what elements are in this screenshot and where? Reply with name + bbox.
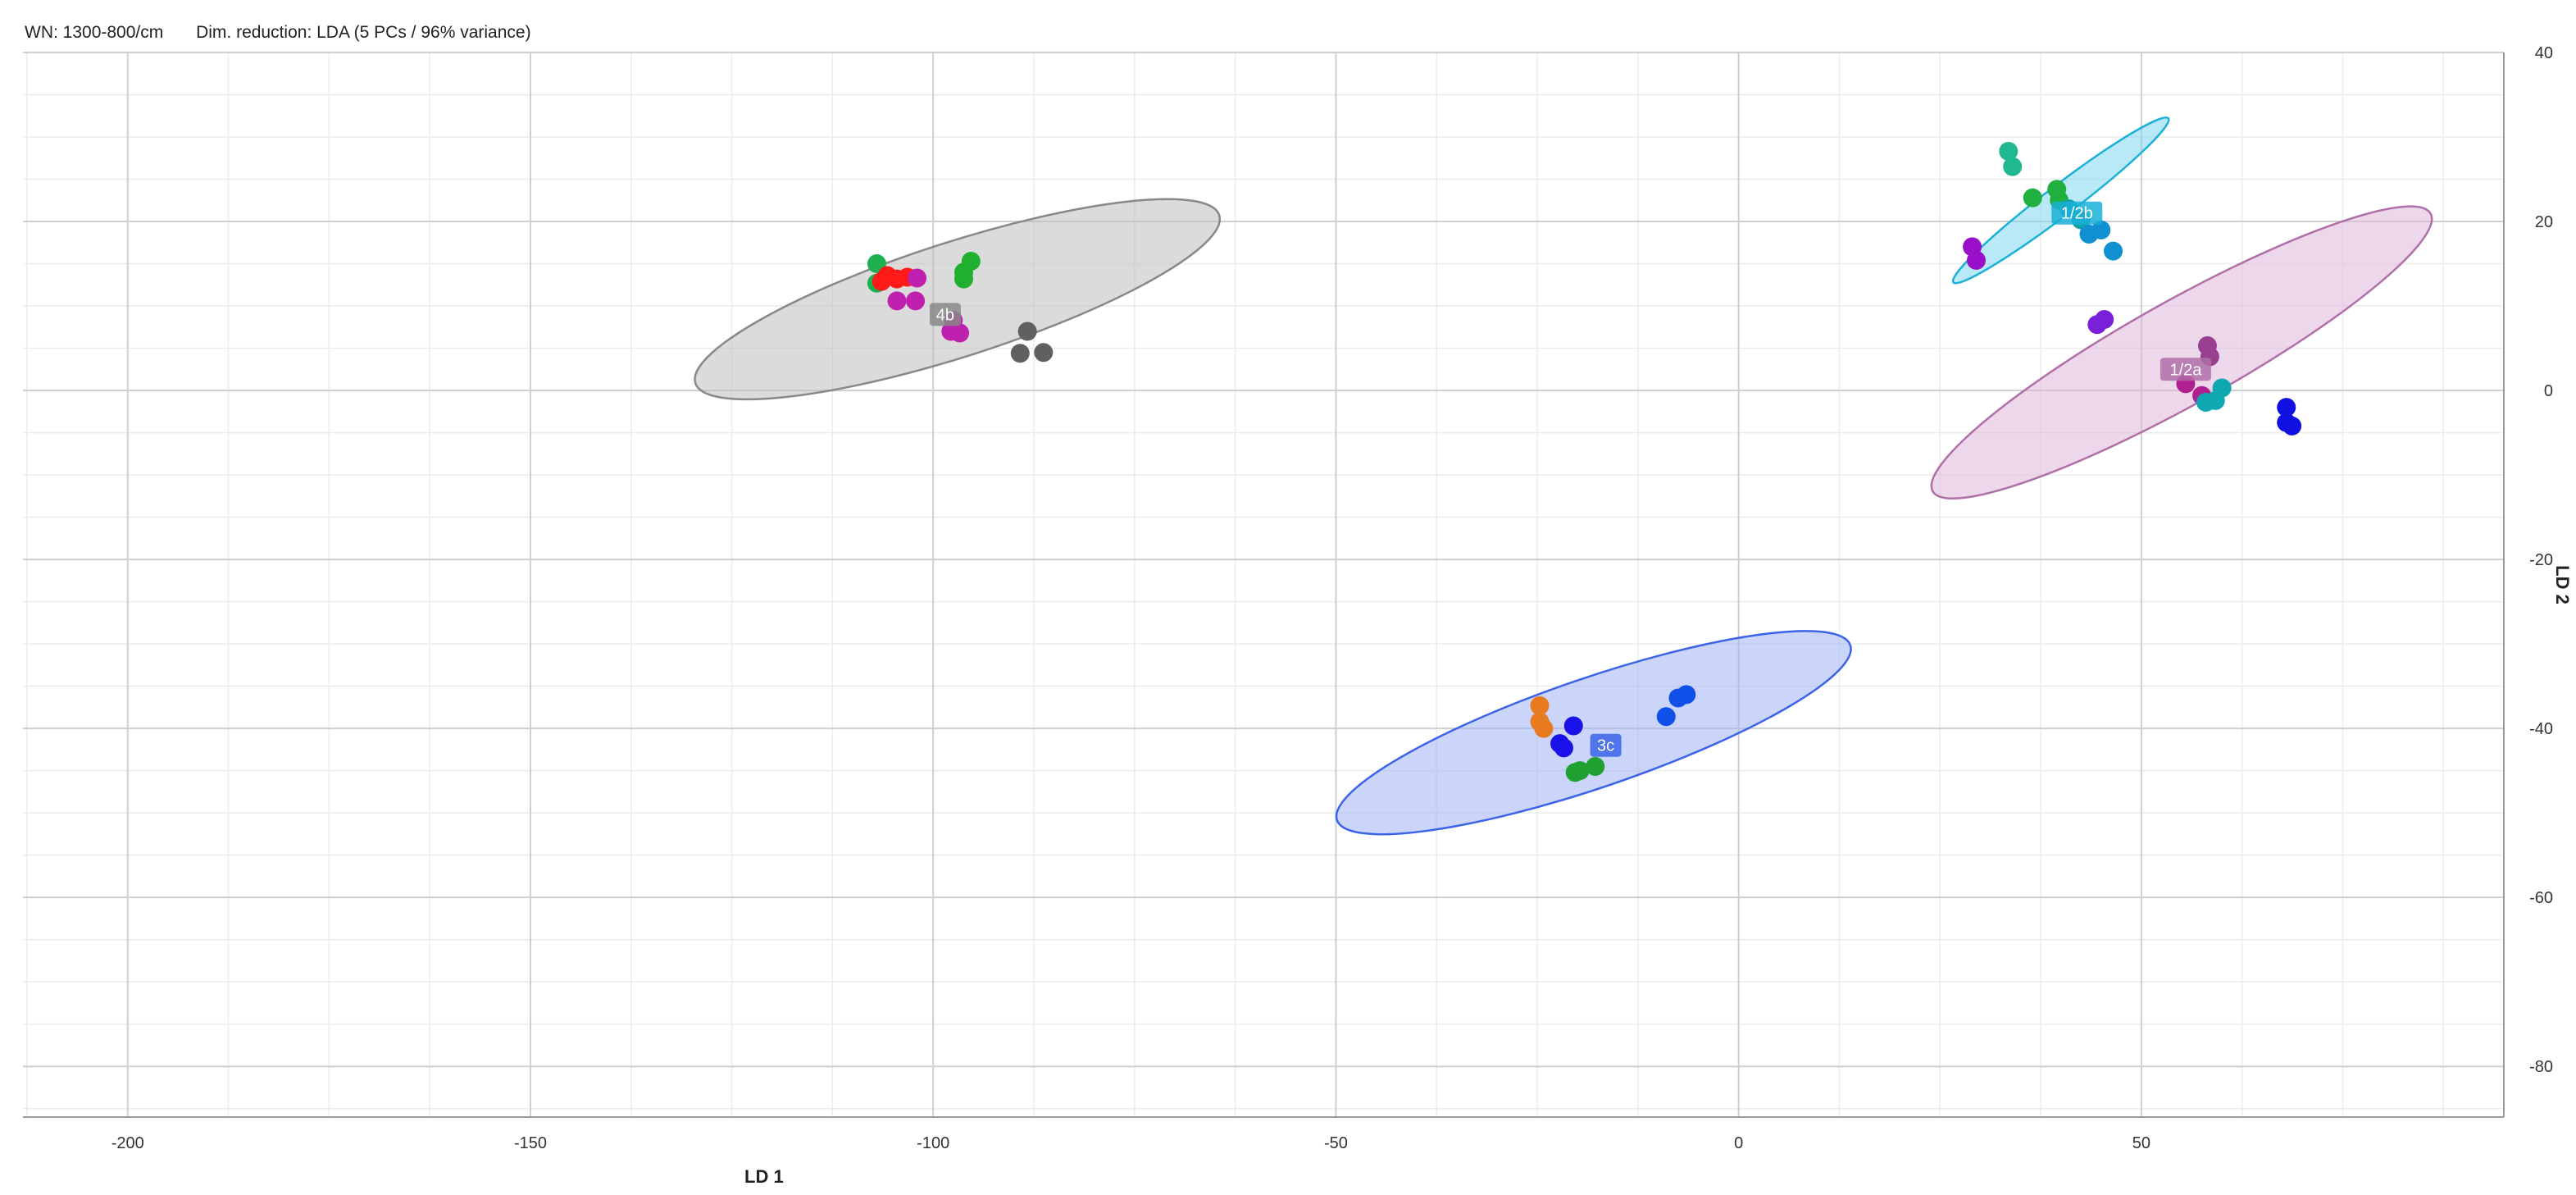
cluster-ellipses: [694, 116, 2433, 836]
data-point[interactable]: [1534, 718, 1554, 738]
cluster-ellipse-4b: [694, 198, 1222, 401]
data-point[interactable]: [1010, 344, 1030, 363]
data-point[interactable]: [954, 269, 974, 289]
data-point[interactable]: [2091, 220, 2111, 239]
data-point[interactable]: [1656, 707, 1676, 727]
y-tick-label: 0: [2544, 382, 2553, 400]
cluster-label-4b: 4b: [929, 303, 961, 326]
data-point[interactable]: [961, 251, 981, 271]
data-point[interactable]: [2095, 310, 2114, 330]
cluster-ellipse-3c: [1335, 630, 1852, 836]
x-axis-title: LD 1: [744, 1166, 784, 1187]
data-point[interactable]: [1677, 685, 1696, 705]
data-point[interactable]: [1034, 343, 1054, 363]
data-point[interactable]: [1586, 756, 1605, 776]
y-axis-title: LD 2: [2552, 565, 2573, 604]
x-tick-label: -50: [1324, 1134, 1348, 1152]
data-point[interactable]: [2023, 188, 2042, 208]
data-point[interactable]: [2104, 241, 2123, 261]
cluster-label-3c: 3c: [1590, 733, 1622, 757]
x-tick-label: 0: [1734, 1134, 1743, 1152]
data-point[interactable]: [950, 323, 970, 343]
x-tick-label: -200: [112, 1134, 144, 1152]
axes: [23, 52, 2505, 1118]
chart-header: WN: 1300-800/cm Dim. reduction: LDA (5 P…: [25, 23, 559, 43]
cluster-label-box: [2160, 358, 2211, 381]
cluster-label-1-2b: 1/2b: [2051, 201, 2103, 225]
tick-labels: -200 -150 -100 -50 0 50 40 20 0 -20 -40 -60 -80: [112, 44, 2553, 1152]
minor-grid: [23, 52, 2504, 1117]
data-point[interactable]: [1565, 763, 1585, 782]
data-point[interactable]: [2282, 416, 2302, 436]
data-point[interactable]: [1563, 716, 1583, 736]
y-tick-label: -80: [2529, 1058, 2553, 1076]
y-tick-label: 40: [2535, 44, 2553, 62]
major-grid: [23, 52, 2504, 1117]
x-tick-label: -150: [514, 1134, 547, 1152]
y-tick-label: -40: [2529, 720, 2553, 738]
data-point[interactable]: [887, 291, 907, 311]
data-point[interactable]: [2277, 398, 2296, 417]
cluster-label-text: 4b: [936, 306, 954, 324]
data-point[interactable]: [1530, 696, 1550, 715]
data-point[interactable]: [1966, 250, 1986, 270]
cluster-label-text: 1/2b: [2061, 205, 2093, 223]
x-tick-label: 50: [2132, 1134, 2150, 1152]
cluster-label-1-2a: 1/2a: [2160, 358, 2211, 381]
y-tick-label: -20: [2529, 551, 2553, 569]
dim-reduction-label: Dim. reduction: LDA (5 PCs / 96% varianc…: [196, 23, 531, 42]
data-point[interactable]: [1017, 322, 1037, 341]
data-point[interactable]: [2212, 378, 2232, 398]
x-tick-label: -100: [917, 1134, 949, 1152]
data-point[interactable]: [1999, 142, 2018, 162]
data-point[interactable]: [872, 271, 891, 291]
cluster-label-box: [2051, 201, 2103, 225]
cluster-label-text: 3c: [1597, 737, 1614, 755]
cluster-labels: 4b 1/2b 1/2a 3c: [929, 201, 2211, 757]
data-point[interactable]: [908, 268, 927, 288]
cluster-ellipse-1-2a: [1930, 205, 2433, 500]
y-tick-label: -60: [2529, 889, 2553, 907]
wavenumber-range-label: WN: 1300-800/cm: [25, 23, 164, 42]
data-point[interactable]: [906, 291, 926, 311]
data-point[interactable]: [1554, 738, 1573, 758]
cluster-label-box: [929, 303, 961, 326]
cluster-label-text: 1/2a: [2169, 361, 2202, 379]
data-point[interactable]: [2003, 157, 2023, 176]
y-tick-label: 20: [2535, 213, 2553, 231]
cluster-label-box: [1590, 733, 1622, 757]
